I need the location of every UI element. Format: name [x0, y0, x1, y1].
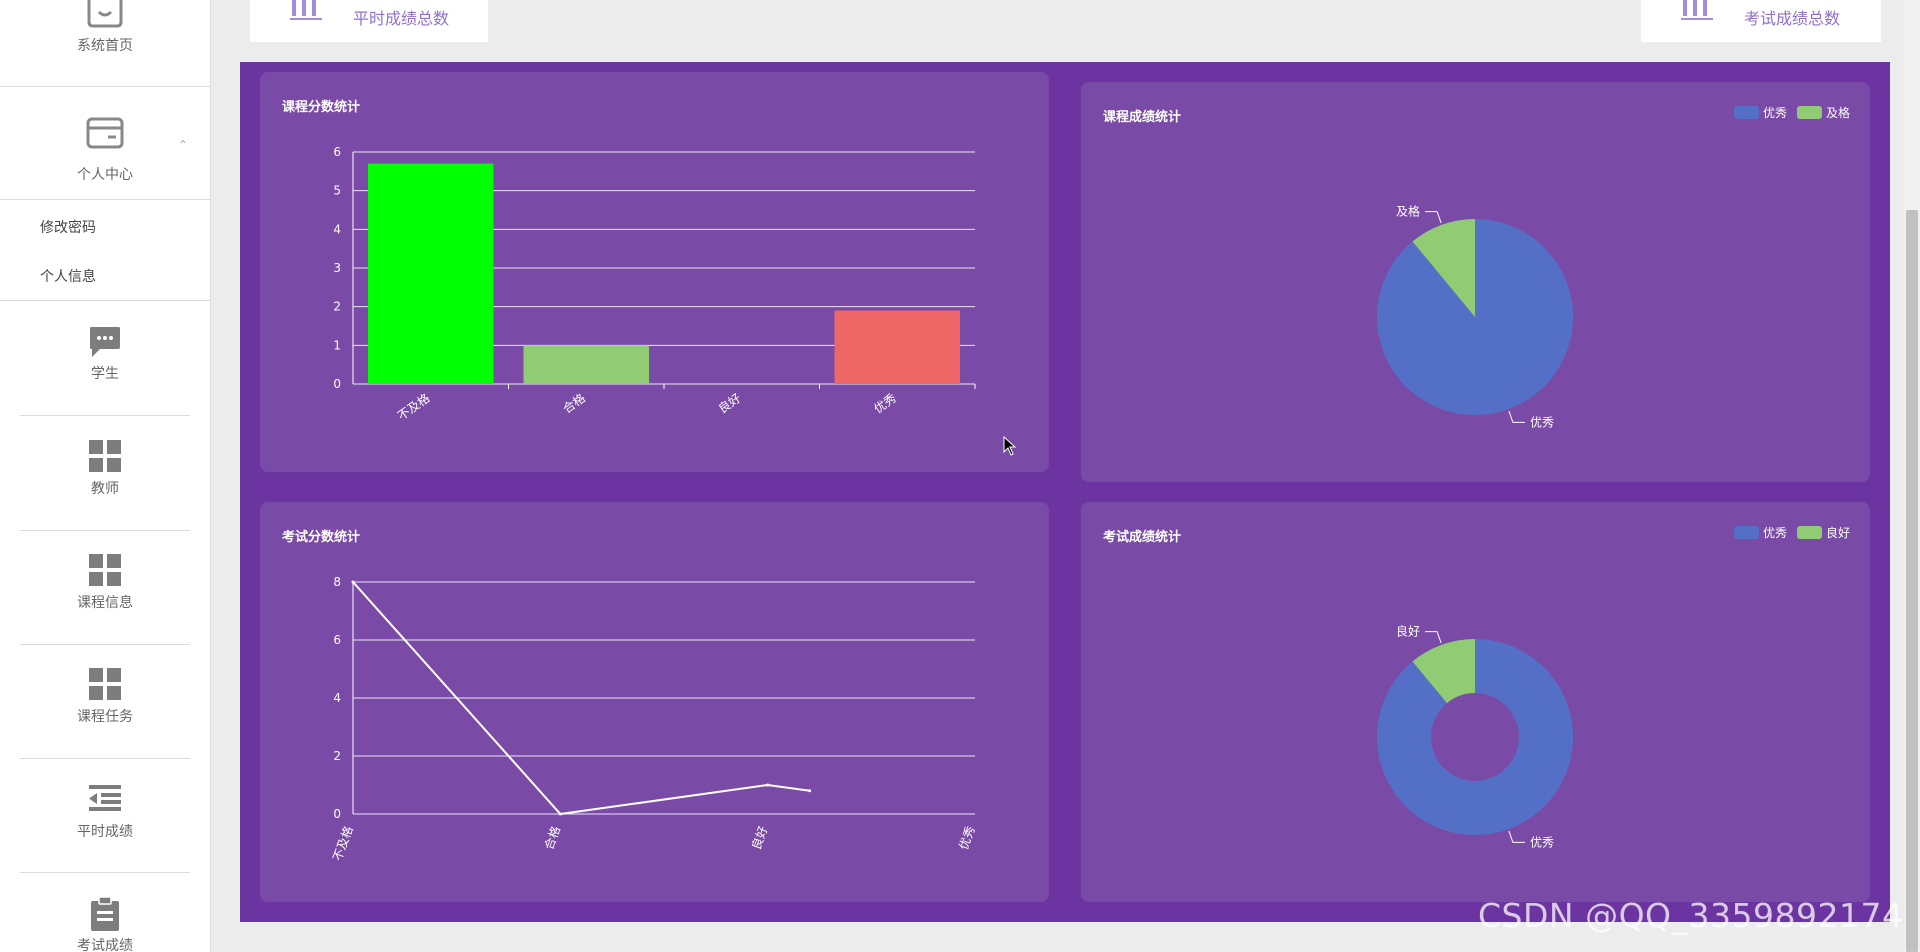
y-tick-label: 2: [333, 749, 341, 763]
bar: [368, 163, 494, 384]
dashboard: 课程分数统计 0 1 2 3 4 5 6 不及格 合格 良好 优秀 课程成绩统计 优秀 及格 优秀及…: [240, 62, 1890, 922]
grid-icon: [89, 440, 121, 472]
bar: [523, 345, 649, 384]
pie-chart: 优秀 及格: [1377, 204, 1573, 429]
pie-slice: [1377, 639, 1573, 835]
y-tick-label: 1: [333, 338, 341, 352]
nav-teacher-label: 教师: [91, 481, 119, 497]
nav-home-label: 系统首页: [77, 38, 133, 54]
legend: 优秀 及格: [1728, 104, 1850, 121]
data-point: [766, 783, 770, 787]
panel-title: 考试分数统计: [282, 530, 361, 545]
nav-student[interactable]: 学生: [0, 301, 210, 415]
nav-regular-grade-label: 平时成绩: [77, 824, 133, 840]
sub-item-personal-info[interactable]: 个人信息: [40, 269, 96, 285]
slice-label: 优秀: [1530, 415, 1554, 429]
legend-label[interactable]: 及格: [1825, 106, 1850, 120]
data-point: [351, 580, 355, 584]
nav-teacher[interactable]: 教师: [0, 416, 210, 530]
legend-label[interactable]: 优秀: [1762, 526, 1787, 540]
nav-regular-grade[interactable]: 平时成绩: [0, 759, 210, 873]
label-line: [1425, 211, 1442, 224]
data-point: [558, 812, 562, 816]
panel-exam-grade: 考试成绩统计 优秀 良好 优秀 良好: [1081, 502, 1870, 902]
x-tick-label: 良好: [748, 824, 770, 852]
stat-label-exam: 考试成绩总数: [1744, 9, 1841, 28]
scrollbar-thumb[interactable]: [1906, 210, 1918, 952]
data-point: [808, 789, 812, 793]
y-tick-label: 4: [333, 691, 341, 705]
panel-title: 课程成绩统计: [1103, 110, 1182, 125]
chat-bubble-icon: [90, 327, 120, 357]
nav-course-info[interactable]: 课程信息: [0, 531, 210, 645]
y-tick-label: 3: [333, 261, 341, 275]
donut-chart: 优秀 良好: [1377, 624, 1573, 849]
x-tick-label: 合格: [541, 824, 563, 852]
y-tick-label: 0: [333, 377, 341, 391]
x-tick-label: 良好: [715, 390, 743, 416]
label-line: [1425, 631, 1442, 644]
card-icon: [86, 117, 124, 149]
panel-title: 课程分数统计: [282, 100, 361, 115]
legend-swatch: [1733, 526, 1759, 539]
label-line: [1508, 410, 1525, 423]
label-line: [1508, 830, 1525, 843]
y-tick-label: 4: [333, 222, 341, 236]
chevron-up-icon[interactable]: ⌃: [178, 138, 189, 152]
stat-card-exam: 考试成绩总数: [1641, 0, 1881, 42]
y-tick-label: 2: [333, 300, 341, 314]
nav-exam-grade[interactable]: 考试成绩: [0, 873, 210, 952]
nav-home[interactable]: 系统首页: [0, 0, 210, 86]
legend: 优秀 良好: [1728, 524, 1850, 541]
y-tick-label: 8: [333, 575, 341, 589]
stat-card-regular: 平时成绩总数: [250, 0, 488, 42]
panel-title: 考试成绩统计: [1103, 530, 1182, 545]
line-chart: 0 2 4 6 8 不及格 合格 良好 优秀: [329, 575, 977, 863]
mouse-cursor-icon: [1003, 436, 1017, 456]
y-tick-label: 6: [333, 145, 341, 159]
pie-slice: [1412, 219, 1475, 317]
legend-label[interactable]: 优秀: [1762, 106, 1787, 120]
legend-swatch: [1796, 526, 1822, 539]
panel-course-score: 课程分数统计 0 1 2 3 4 5 6 不及格 合格 良好 优秀: [260, 72, 1049, 472]
list-indent-icon: [89, 785, 121, 811]
home-icon: [87, 0, 123, 28]
slice-label: 及格: [1396, 204, 1420, 219]
watermark: CSDN @QQ_3359892174: [1478, 896, 1904, 935]
y-tick-label: 0: [333, 807, 341, 821]
x-tick-label: 优秀: [956, 824, 977, 851]
x-tick-label: 优秀: [871, 391, 899, 416]
y-tick-label: 5: [333, 184, 341, 198]
y-tick-label: 6: [333, 633, 341, 647]
bar: [834, 310, 960, 384]
nav-personal[interactable]: 个人中心: [0, 87, 210, 199]
legend-label[interactable]: 良好: [1825, 526, 1850, 540]
bar-chart: 0 1 2 3 4 5 6 不及格 合格 良好 优秀: [333, 145, 976, 423]
panel-exam-score: 考试分数统计 0 2 4 6 8 不及格 合格 良好 优秀: [260, 502, 1049, 902]
nav-personal-label: 个人中心: [77, 167, 133, 183]
nav-exam-grade-label: 考试成绩: [77, 938, 133, 952]
slice-label: 优秀: [1530, 835, 1554, 849]
grid-icon: [89, 668, 121, 700]
bar-columns-icon: [1681, 0, 1713, 20]
legend-swatch: [1796, 106, 1822, 119]
nav-student-label: 学生: [91, 366, 119, 382]
slice-label: 良好: [1396, 624, 1420, 639]
nav-course-task[interactable]: 课程任务: [0, 645, 210, 759]
series-line: [352, 581, 810, 816]
stat-label-regular: 平时成绩总数: [353, 9, 450, 28]
nav-course-task-label: 课程任务: [77, 709, 133, 725]
panel-course-grade: 课程成绩统计 优秀 及格 优秀 及格: [1081, 82, 1870, 482]
nav-course-info-label: 课程信息: [77, 595, 133, 611]
grid-icon: [89, 554, 121, 586]
bar-columns-icon: [290, 0, 322, 20]
pie-slice: [1412, 639, 1475, 704]
x-tick-label: 合格: [560, 390, 588, 416]
x-tick-label: 不及格: [394, 390, 432, 423]
sidebar: 系统首页 个人中心 ⌃ 修改密码 个人信息 学生 教师: [0, 0, 211, 952]
legend-swatch: [1733, 106, 1759, 119]
sub-item-change-password[interactable]: 修改密码: [40, 220, 96, 236]
x-tick-label: 不及格: [329, 824, 355, 863]
clipboard-icon: [91, 897, 119, 931]
